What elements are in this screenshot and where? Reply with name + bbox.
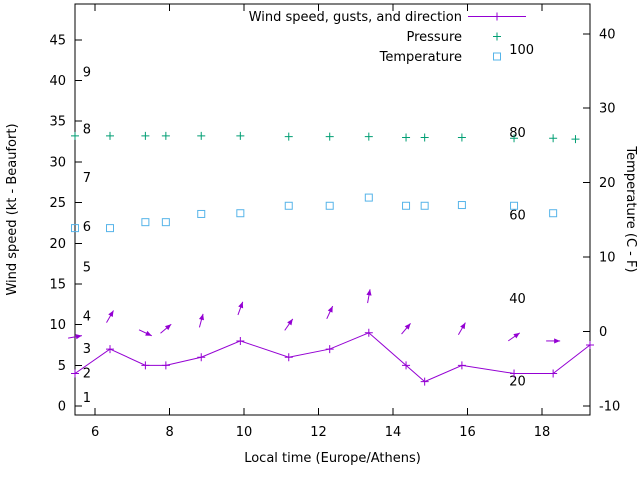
svg-text:10: 10 bbox=[599, 251, 616, 266]
svg-text:40: 40 bbox=[509, 292, 526, 307]
svg-text:5: 5 bbox=[58, 359, 66, 374]
legend-entry-temperature: Temperature bbox=[379, 50, 501, 65]
svg-text:18: 18 bbox=[534, 425, 551, 440]
svg-text:100: 100 bbox=[509, 43, 534, 58]
svg-text:7: 7 bbox=[83, 171, 91, 186]
axis-ticks bbox=[75, 4, 590, 415]
legend-label-wind: Wind speed, gusts, and direction bbox=[249, 10, 462, 25]
svg-text:12: 12 bbox=[310, 425, 327, 440]
svg-text:6: 6 bbox=[83, 220, 91, 235]
legend-entry-wind: Wind speed, gusts, and direction bbox=[249, 10, 526, 25]
svg-text:45: 45 bbox=[49, 33, 66, 48]
y-left-axis-label: Wind speed (kt - Beaufort) bbox=[5, 123, 20, 295]
y-left-tick-labels: 0 5 10 15 20 25 30 35 40 45 bbox=[49, 33, 66, 414]
svg-text:60: 60 bbox=[509, 208, 526, 223]
svg-text:0: 0 bbox=[58, 400, 66, 415]
svg-text:8: 8 bbox=[83, 122, 91, 137]
svg-text:80: 80 bbox=[509, 126, 526, 141]
svg-text:15: 15 bbox=[49, 277, 66, 292]
svg-text:14: 14 bbox=[385, 425, 402, 440]
legend: Wind speed, gusts, and direction Pressure… bbox=[249, 10, 526, 65]
series-temperature bbox=[71, 193, 558, 233]
svg-text:20: 20 bbox=[599, 176, 616, 191]
axis-titles: Local time (Europe/Athens) Wind speed (kt… bbox=[5, 123, 638, 466]
y-right-axis-label: Temperature (C - F) bbox=[623, 145, 638, 272]
svg-text:8: 8 bbox=[165, 425, 173, 440]
svg-text:30: 30 bbox=[599, 102, 616, 117]
svg-text:3: 3 bbox=[83, 342, 91, 357]
series-pressure bbox=[71, 131, 580, 144]
plot-border bbox=[74, 3, 591, 416]
svg-text:1: 1 bbox=[83, 391, 91, 406]
fahrenheit-scale-labels: 20 40 60 80 100 bbox=[509, 43, 534, 389]
svg-text:40: 40 bbox=[599, 27, 616, 42]
svg-text:35: 35 bbox=[49, 115, 66, 130]
series-gusts bbox=[68, 289, 561, 344]
svg-text:40: 40 bbox=[49, 74, 66, 89]
svg-text:20: 20 bbox=[509, 374, 526, 389]
svg-text:-10: -10 bbox=[599, 400, 620, 415]
svg-text:6: 6 bbox=[91, 425, 99, 440]
svg-text:2: 2 bbox=[83, 366, 91, 381]
legend-label-temperature: Temperature bbox=[379, 50, 462, 65]
legend-entry-pressure: Pressure bbox=[406, 30, 501, 45]
svg-text:30: 30 bbox=[49, 155, 66, 170]
svg-text:10: 10 bbox=[49, 318, 66, 333]
legend-label-pressure: Pressure bbox=[406, 30, 462, 45]
svg-text:0: 0 bbox=[599, 325, 607, 340]
svg-text:5: 5 bbox=[83, 261, 91, 276]
svg-text:16: 16 bbox=[459, 425, 476, 440]
y-right-tick-labels: -10 0 10 20 30 40 bbox=[599, 27, 620, 414]
svg-text:9: 9 bbox=[83, 65, 91, 80]
svg-text:25: 25 bbox=[49, 196, 66, 211]
x-axis-label: Local time (Europe/Athens) bbox=[244, 451, 421, 466]
beaufort-scale-labels: 1 2 3 4 5 6 7 8 9 bbox=[83, 65, 91, 406]
x-tick-labels: 6 8 10 12 14 16 18 bbox=[91, 425, 550, 440]
svg-text:4: 4 bbox=[83, 310, 91, 325]
series-wind bbox=[71, 328, 594, 386]
svg-text:10: 10 bbox=[236, 425, 253, 440]
svg-text:20: 20 bbox=[49, 237, 66, 252]
